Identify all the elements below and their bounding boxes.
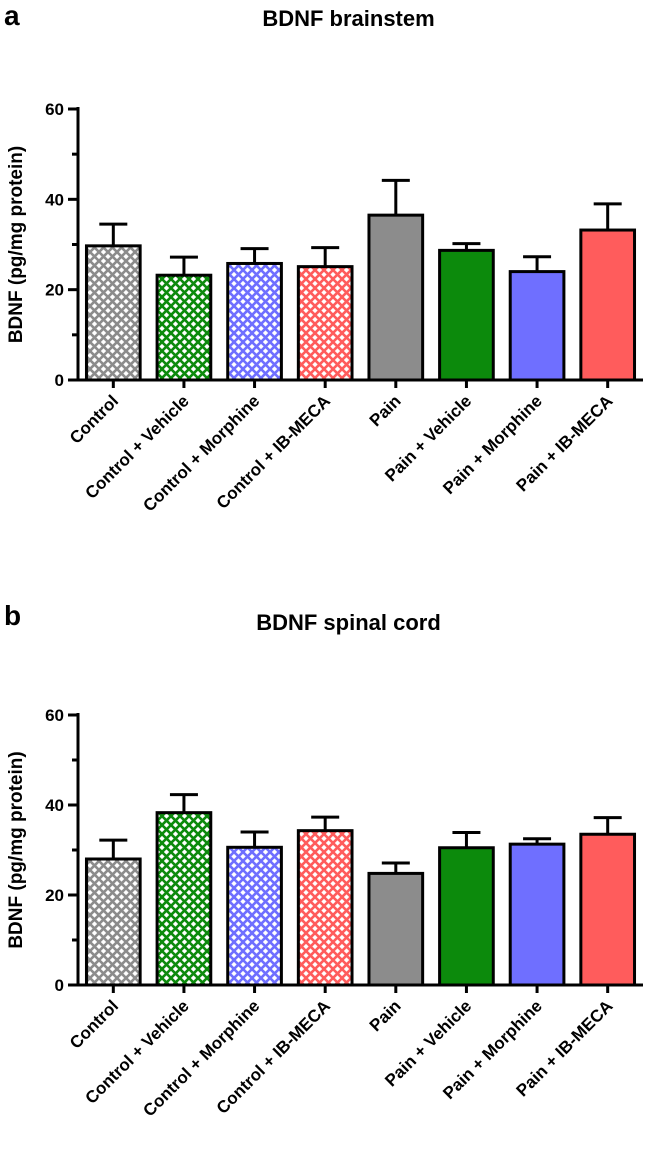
- panel-label: b: [4, 600, 22, 631]
- bar-3: [296, 829, 354, 987]
- error-bar-6: [523, 255, 552, 272]
- x-tick-label: Control + Morphine: [139, 996, 263, 1120]
- bar-5: [438, 248, 495, 382]
- y-tick-label: 0: [55, 976, 64, 995]
- x-tick-label: Pain: [366, 391, 405, 430]
- error-bar-4: [381, 861, 410, 874]
- chart-title: BDNF spinal cord: [256, 610, 441, 635]
- error-bar-5: [452, 830, 481, 848]
- y-axis-label: BDNF (pg/mg protein): [6, 751, 27, 948]
- error-bar-0: [99, 838, 128, 859]
- bar-6: [508, 842, 566, 987]
- error-bar-6: [523, 837, 552, 845]
- chart-panel-b: b BDNF spinal cord 0 20 40 60 Control Control…: [0, 600, 657, 1153]
- error-bar-1: [169, 255, 198, 276]
- bar-4: [367, 871, 425, 987]
- error-bar-3: [311, 246, 340, 267]
- error-bar-2: [240, 247, 269, 264]
- bar-1: [155, 273, 213, 382]
- panel-label: a: [4, 0, 20, 31]
- bar-7: [579, 228, 637, 382]
- y-tick-label: 40: [45, 190, 64, 209]
- y-tick-label: 60: [45, 706, 64, 725]
- bar-0: [84, 857, 142, 987]
- error-bar-4: [381, 178, 410, 216]
- x-tick-label: Control: [66, 996, 122, 1052]
- error-bar-5: [452, 242, 481, 251]
- bar-2: [226, 845, 283, 987]
- bar-0: [84, 244, 142, 382]
- error-bar-7: [593, 816, 622, 835]
- error-bar-2: [240, 830, 269, 848]
- x-tick-label: Pain: [366, 996, 405, 1035]
- chart-panel-a: a BDNF brainstem 0 20 40 60 Control Control +…: [0, 0, 657, 560]
- y-tick-label: 60: [45, 100, 64, 119]
- bar-6: [508, 270, 566, 382]
- error-bar-3: [311, 815, 340, 831]
- bar-5: [438, 846, 495, 987]
- error-bar-1: [169, 793, 198, 813]
- y-tick-label: 20: [45, 886, 64, 905]
- bar-4: [367, 213, 425, 382]
- bar-3: [296, 265, 354, 382]
- bar-1: [155, 811, 213, 987]
- bar-2: [226, 261, 283, 382]
- y-tick-label: 40: [45, 796, 64, 815]
- y-axis-label: BDNF (pg/mg protein): [6, 146, 27, 343]
- x-tick-label: Control + Morphine: [139, 391, 263, 515]
- y-tick-label: 0: [55, 371, 64, 390]
- x-tick-label: Control: [66, 391, 122, 447]
- bar-7: [579, 832, 637, 987]
- chart-title: BDNF brainstem: [262, 6, 435, 31]
- y-tick-label: 20: [45, 281, 64, 300]
- error-bar-7: [593, 202, 622, 231]
- error-bar-0: [99, 222, 128, 246]
